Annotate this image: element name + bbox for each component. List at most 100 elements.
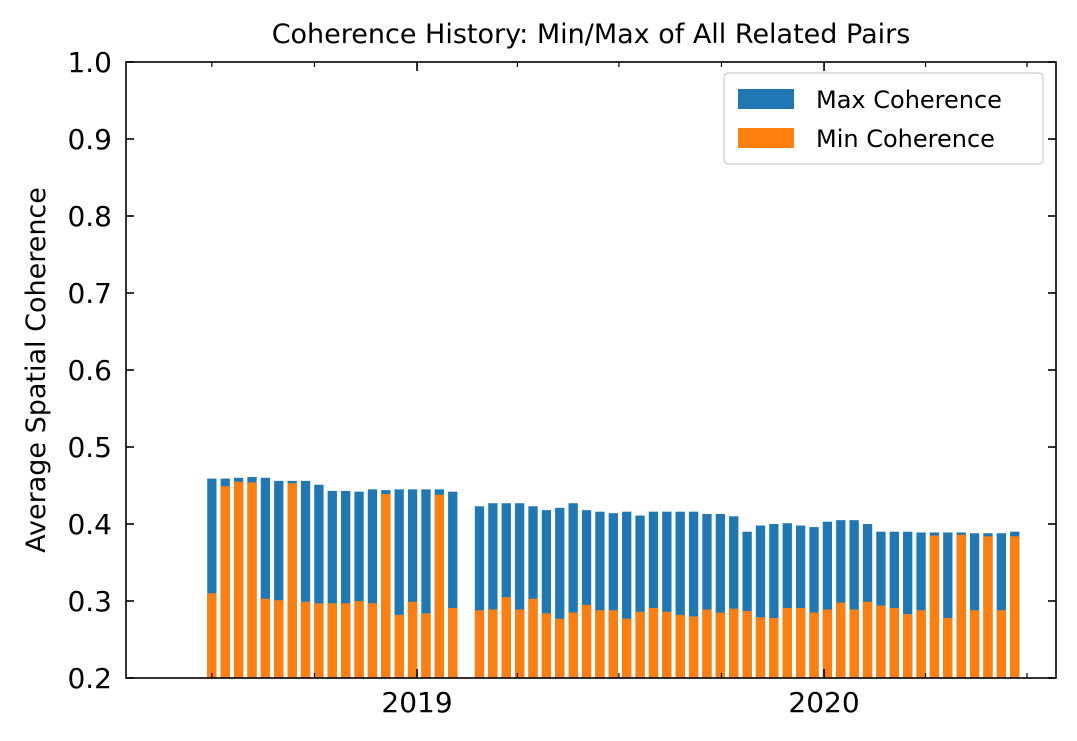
min-bar — [916, 610, 926, 678]
max-bar — [341, 490, 351, 678]
max-bar — [501, 503, 511, 678]
max-bar — [809, 527, 819, 678]
legend-label-min: Min Coherence — [816, 125, 995, 153]
min-coherence-bars — [207, 481, 1020, 678]
min-bar — [541, 613, 552, 678]
max-bar — [969, 533, 980, 678]
min-bar — [260, 598, 271, 678]
max-bar — [889, 531, 899, 678]
min-bar — [407, 601, 418, 678]
max-bar — [795, 525, 806, 678]
min-bar — [755, 617, 766, 678]
min-bar — [1010, 536, 1020, 678]
max-bar — [903, 531, 913, 678]
max-bar — [729, 516, 739, 678]
y-tick-label: 0.9 — [67, 123, 112, 156]
min-bar — [809, 612, 819, 678]
min-bar — [474, 610, 485, 678]
min-bar — [929, 535, 940, 678]
min-bar — [622, 618, 632, 678]
max-bar — [755, 525, 766, 678]
legend: Max Coherence Min Coherence — [723, 72, 1044, 165]
chart-title: Coherence History: Min/Max of All Relate… — [272, 19, 911, 50]
max-bar — [581, 510, 592, 678]
min-bar — [662, 611, 672, 678]
max-bar — [488, 503, 498, 678]
max-bar — [608, 513, 618, 678]
min-bar — [849, 609, 859, 678]
max-bar — [260, 477, 271, 678]
min-bar — [742, 611, 752, 678]
max-bar — [943, 532, 953, 678]
max-bar — [354, 491, 364, 678]
min-bar — [836, 602, 846, 678]
max-bar — [421, 489, 431, 678]
min-bar — [501, 597, 511, 678]
max-bar — [836, 520, 846, 678]
max-bar — [407, 489, 418, 678]
min-bar — [528, 598, 538, 678]
min-bar — [702, 609, 712, 678]
min-bar — [996, 610, 1007, 678]
y-tick-label: 0.4 — [67, 508, 112, 541]
min-bar — [903, 614, 913, 678]
y-axis-label: Average Spatial Coherence — [21, 187, 52, 553]
max-coherence-bars — [207, 477, 1020, 678]
min-bar — [220, 486, 230, 678]
min-bar — [327, 603, 337, 678]
max-bar — [996, 533, 1007, 678]
min-bar — [876, 605, 886, 678]
max-bar — [635, 515, 645, 678]
x-tick-label: 2019 — [381, 686, 452, 719]
y-tick-label: 0.5 — [67, 431, 112, 464]
x-tick-label: 2020 — [788, 686, 859, 719]
min-bar — [207, 593, 217, 678]
min-bar — [421, 613, 431, 678]
max-bar — [702, 513, 712, 678]
min-bar — [434, 494, 444, 678]
min-bar — [956, 534, 966, 678]
legend-label-max: Max Coherence — [816, 86, 1002, 114]
max-bar — [622, 511, 632, 678]
min-bar — [688, 616, 699, 678]
max-bar — [555, 507, 565, 678]
min-bar — [233, 481, 244, 678]
min-bar — [608, 610, 618, 678]
max-bar — [782, 523, 792, 678]
max-bar — [688, 511, 699, 678]
max-bar — [568, 503, 578, 678]
max-bar — [367, 489, 378, 678]
y-tick-label: 0.2 — [67, 662, 112, 695]
min-bar — [715, 612, 725, 678]
max-bar — [274, 480, 284, 678]
max-bar — [314, 484, 324, 678]
plot-frame — [125, 61, 1057, 679]
min-bar — [795, 607, 806, 678]
min-bar — [581, 604, 592, 678]
max-bar — [595, 511, 605, 678]
min-bar — [314, 603, 324, 678]
max-bar — [394, 489, 404, 678]
max-bar — [300, 480, 311, 678]
min-bar — [595, 610, 605, 678]
min-bar — [635, 611, 645, 678]
min-bar — [675, 614, 685, 678]
min-bar — [969, 610, 980, 678]
max-bar — [862, 524, 873, 678]
max-bar — [715, 513, 725, 678]
min-bar — [648, 607, 659, 678]
min-bar — [822, 609, 833, 678]
min-bar — [448, 607, 458, 678]
min-bar — [274, 600, 284, 678]
max-bar — [528, 506, 538, 678]
min-bar — [862, 601, 873, 678]
max-bar — [207, 478, 217, 678]
min-bar — [287, 483, 297, 678]
max-bar — [876, 531, 886, 678]
min-bar — [367, 603, 378, 678]
max-bar — [448, 491, 458, 678]
max-bar — [769, 524, 779, 678]
max-bar — [662, 511, 672, 678]
min-bar — [943, 617, 953, 678]
y-tick-label: 0.7 — [67, 277, 112, 310]
